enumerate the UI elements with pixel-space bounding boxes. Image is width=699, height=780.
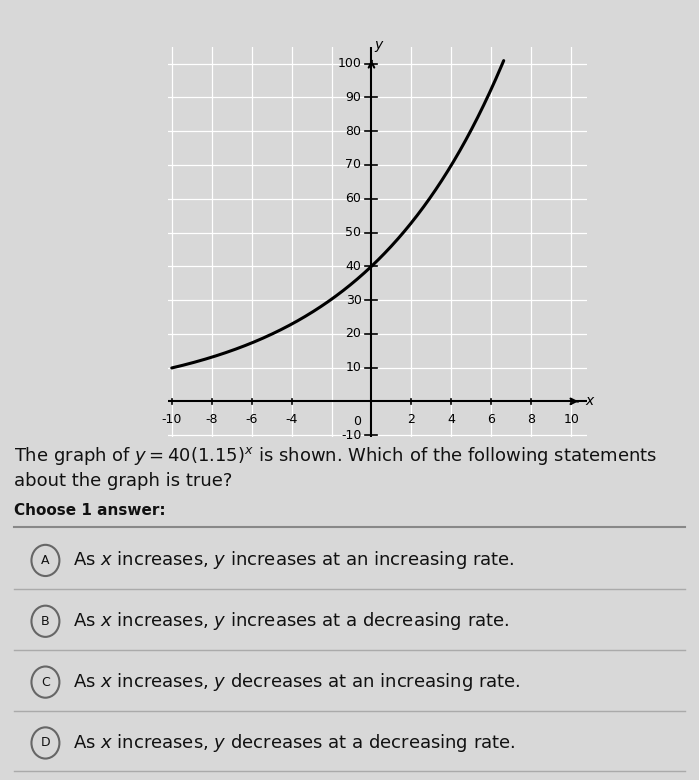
Text: C: C	[41, 675, 50, 689]
Text: As $x$ increases, $y$ increases at an increasing rate.: As $x$ increases, $y$ increases at an in…	[73, 549, 515, 572]
Text: $y$: $y$	[374, 38, 385, 54]
Text: D: D	[41, 736, 50, 750]
Text: 8: 8	[527, 413, 535, 426]
Text: 80: 80	[345, 125, 361, 138]
Text: B: B	[41, 615, 50, 628]
Text: -10: -10	[161, 413, 182, 426]
Text: 10: 10	[563, 413, 579, 426]
Text: 10: 10	[345, 361, 361, 374]
Text: 30: 30	[345, 293, 361, 307]
Text: 90: 90	[345, 91, 361, 104]
Text: -6: -6	[245, 413, 258, 426]
Text: As $x$ increases, $y$ decreases at a decreasing rate.: As $x$ increases, $y$ decreases at a dec…	[73, 732, 516, 754]
Text: As $x$ increases, $y$ decreases at an increasing rate.: As $x$ increases, $y$ decreases at an in…	[73, 671, 521, 693]
Text: 20: 20	[345, 328, 361, 340]
Text: -4: -4	[285, 413, 298, 426]
Text: 40: 40	[345, 260, 361, 273]
Text: 60: 60	[345, 192, 361, 205]
Text: $x$: $x$	[585, 395, 596, 409]
Text: As $x$ increases, $y$ increases at a decreasing rate.: As $x$ increases, $y$ increases at a dec…	[73, 610, 510, 633]
Text: The graph of $y = 40(1.15)^x$ is shown. Which of the following statements: The graph of $y = 40(1.15)^x$ is shown. …	[14, 445, 657, 466]
Text: about the graph is true?: about the graph is true?	[14, 472, 232, 490]
Text: A: A	[41, 554, 50, 567]
Text: -10: -10	[341, 429, 361, 441]
Text: -8: -8	[206, 413, 218, 426]
Text: Choose 1 answer:: Choose 1 answer:	[14, 503, 166, 518]
Text: 2: 2	[408, 413, 415, 426]
Text: 100: 100	[338, 57, 361, 70]
Text: 0: 0	[354, 415, 361, 428]
Text: 70: 70	[345, 158, 361, 172]
Text: 50: 50	[345, 226, 361, 239]
Text: 4: 4	[447, 413, 455, 426]
Text: 6: 6	[487, 413, 495, 426]
